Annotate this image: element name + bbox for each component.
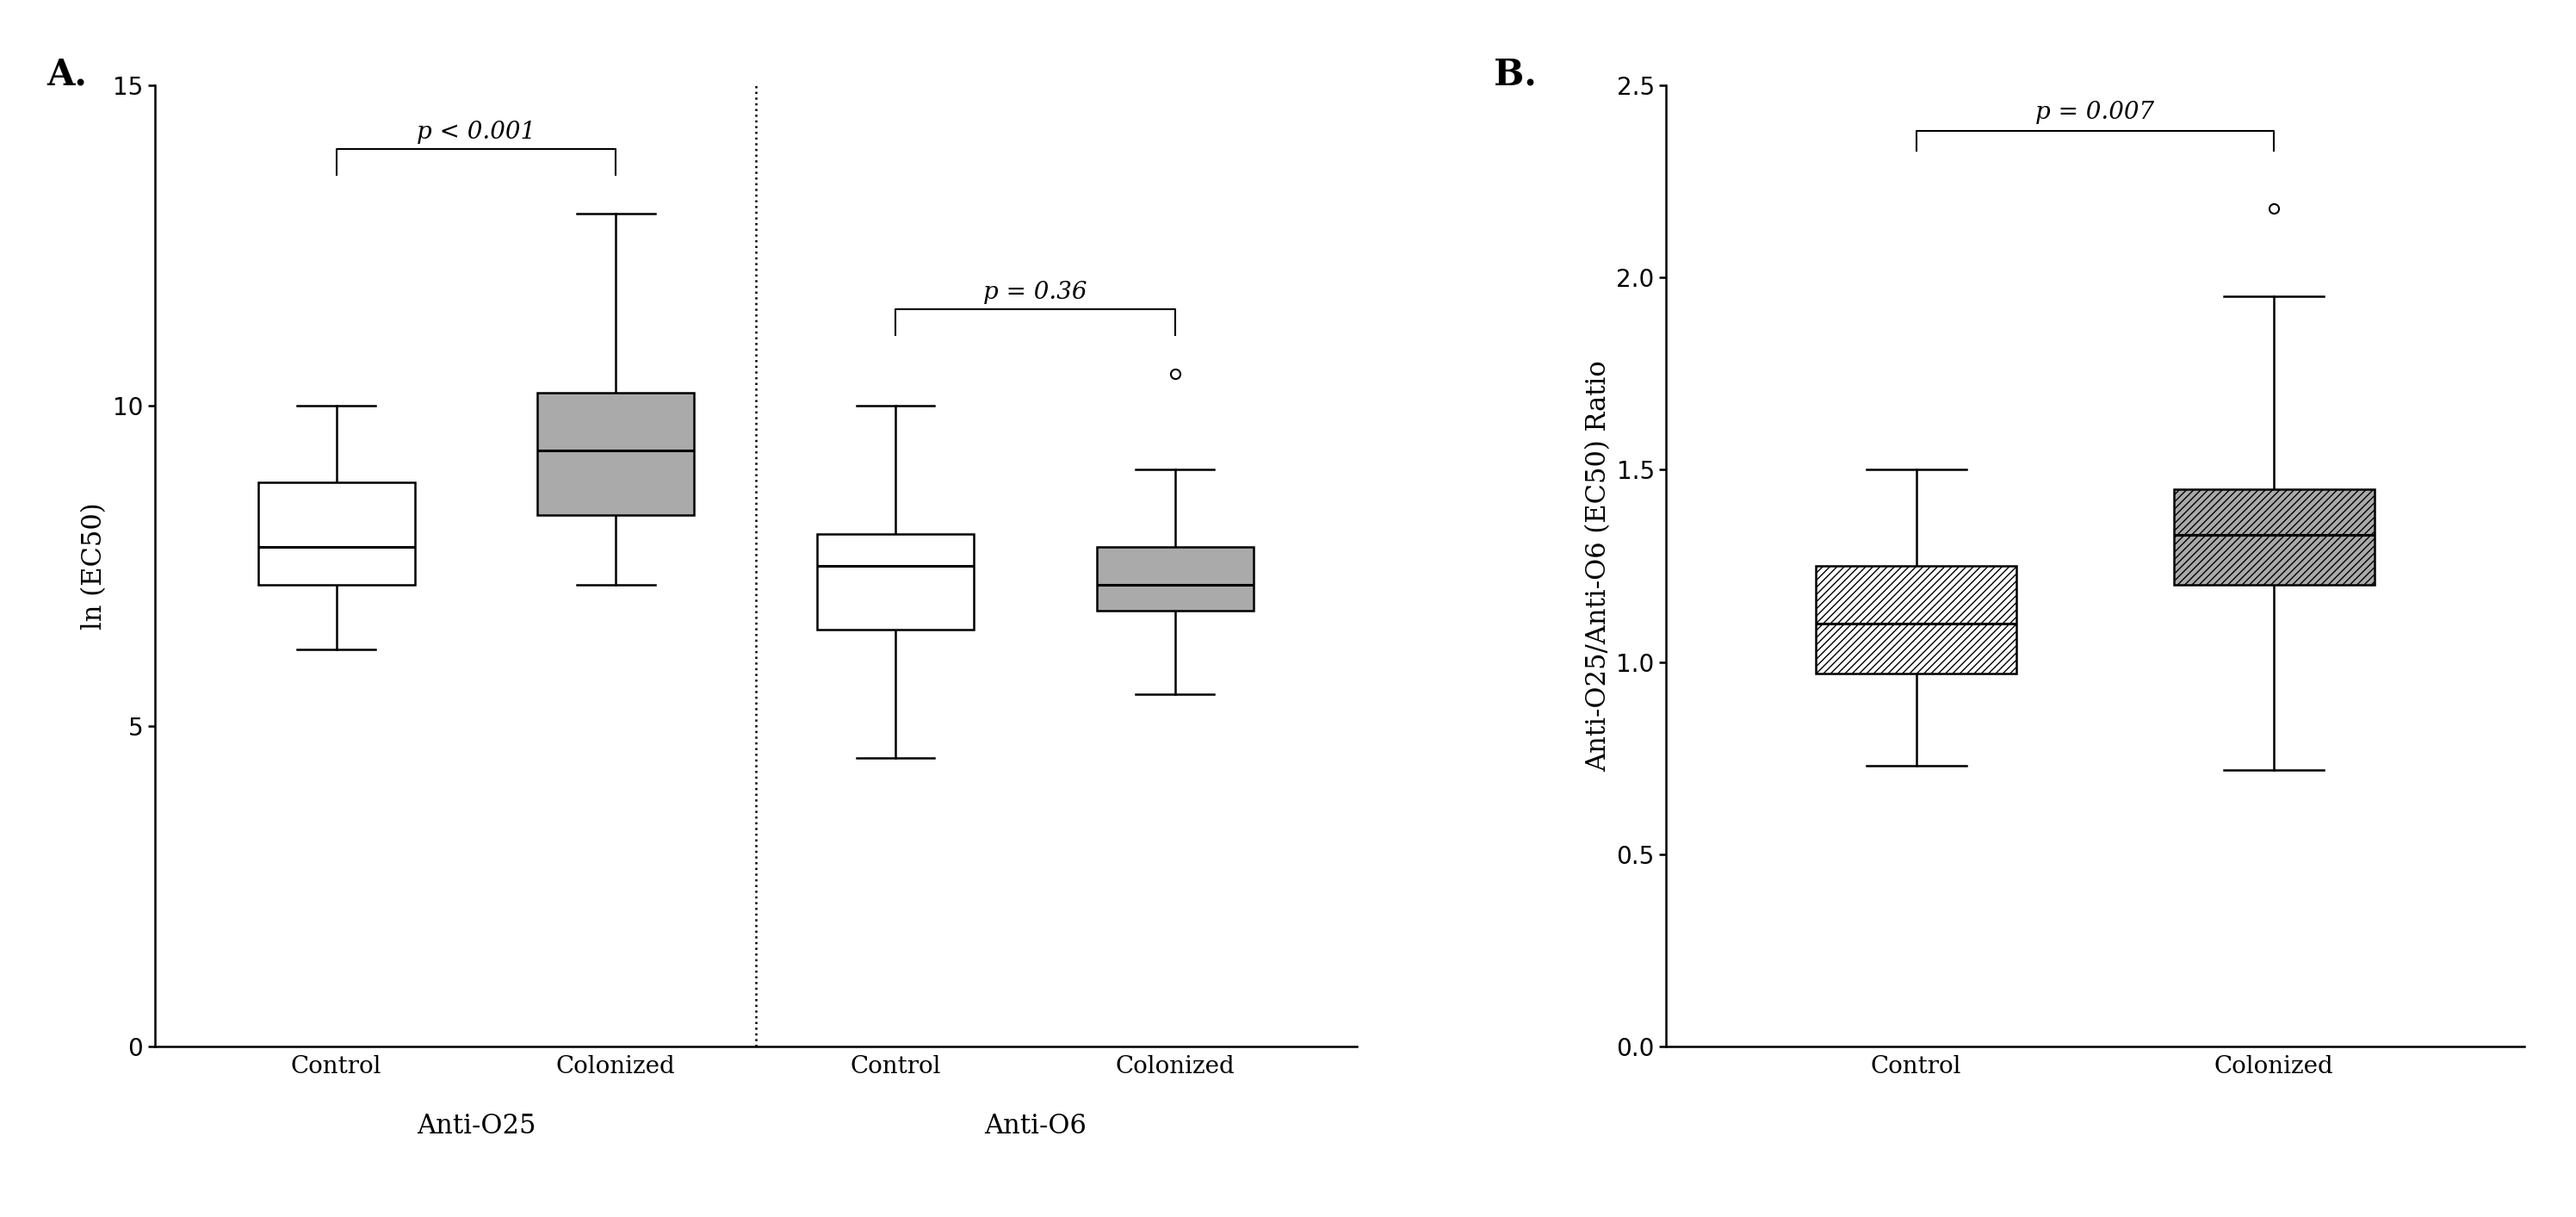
Bar [258,483,415,585]
Y-axis label: Anti-O25/Anti-O6 (EC50) Ratio: Anti-O25/Anti-O6 (EC50) Ratio [1584,360,1613,772]
Bar [538,393,693,515]
Text: p < 0.001: p < 0.001 [417,120,536,144]
Text: B.: B. [1494,56,1538,92]
Bar [2174,489,2375,585]
Bar [1816,566,2017,673]
Bar [817,534,974,630]
Text: A.: A. [46,56,88,92]
Text: p = 0.36: p = 0.36 [984,281,1087,304]
Text: Anti-O6: Anti-O6 [984,1112,1087,1139]
Text: p = 0.007: p = 0.007 [2035,100,2154,124]
Text: Anti-O25: Anti-O25 [417,1112,536,1139]
Y-axis label: ln (EC50): ln (EC50) [82,503,108,629]
Bar [1097,546,1255,611]
